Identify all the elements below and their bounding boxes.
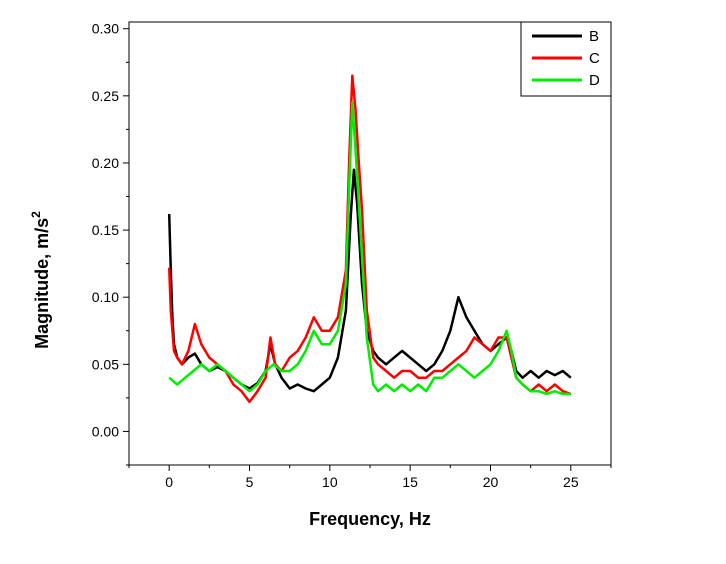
x-tick-label: 20 bbox=[483, 474, 499, 490]
y-tick-label: 0.05 bbox=[92, 356, 119, 372]
x-tick-label: 5 bbox=[246, 474, 254, 490]
y-tick-label: 0.30 bbox=[92, 21, 119, 37]
legend-label-B: B bbox=[589, 28, 599, 45]
y-axis-ticks: 0.00 0.05 0.10 0.15 0.20 0.25 0.30 bbox=[92, 21, 129, 466]
y-tick-label: 0.20 bbox=[92, 155, 119, 171]
x-tick-label: 15 bbox=[402, 474, 418, 490]
legend-label-D: D bbox=[589, 72, 600, 89]
x-axis-ticks: 0 5 10 15 20 25 bbox=[128, 465, 612, 490]
y-tick-label: 0.00 bbox=[92, 423, 119, 439]
y-tick-label: 0.10 bbox=[92, 289, 119, 305]
legend-label-C: C bbox=[589, 50, 600, 67]
y-axis-title-main: Magnitude, m/s bbox=[32, 218, 52, 349]
x-tick-label: 25 bbox=[563, 474, 579, 490]
x-tick-label: 10 bbox=[322, 474, 338, 490]
y-axis-title-superscript: 2 bbox=[29, 211, 43, 218]
series-line-B bbox=[167, 168, 572, 393]
series-layer bbox=[167, 74, 572, 404]
y-tick-label: 0.25 bbox=[92, 88, 119, 104]
x-tick-label: 0 bbox=[165, 474, 173, 490]
y-axis-title: Magnitude, m/s2 bbox=[29, 211, 52, 349]
x-axis-title: Frequency, Hz bbox=[309, 509, 431, 529]
series-line-D bbox=[168, 101, 571, 396]
y-tick-label: 0.15 bbox=[92, 222, 119, 238]
legend: BCD bbox=[520, 21, 612, 97]
